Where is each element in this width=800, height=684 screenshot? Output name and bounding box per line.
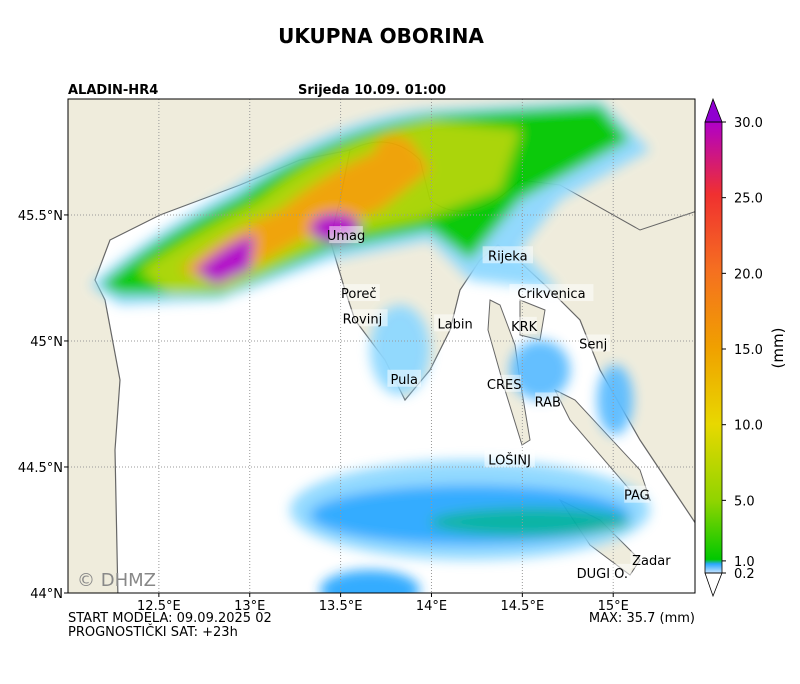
y-tick-label: 44.5°N: [18, 461, 63, 476]
place-bg: [576, 334, 611, 352]
place-bg: [434, 314, 477, 332]
colorbar-label: (mm): [769, 328, 787, 369]
place-label: CRES: [487, 378, 522, 393]
x-tick-label: 12.5°E: [137, 599, 181, 614]
place-bg: [509, 284, 594, 302]
colorbar-tick-label: 20.0: [734, 267, 763, 282]
place-bg: [487, 374, 521, 392]
y-tick-label: 45.5°N: [18, 209, 63, 224]
model: ALADIN-HR4: [68, 83, 158, 98]
place-bg: [624, 485, 650, 503]
place-bg: [337, 284, 380, 302]
place-bg: [572, 563, 632, 581]
colorbar-tick-label: 5.0: [734, 494, 755, 509]
island: [487, 299, 531, 446]
place-label: RAB: [535, 395, 561, 410]
place-label: Pula: [390, 373, 417, 388]
place-bg: [482, 246, 534, 264]
watermark: © DHMZ: [77, 570, 156, 591]
place-label: Senj: [579, 337, 607, 352]
colorbar-tick-label: 25.0: [734, 192, 763, 207]
island: [553, 388, 651, 501]
colorbar-tick-label: 10.0: [734, 419, 763, 434]
x-tick-label: 14°E: [416, 599, 447, 614]
colorbar-tick-label: 30.0: [734, 116, 763, 131]
colorbar: [705, 122, 722, 573]
max-value: MAX: 35.7 (mm): [589, 611, 695, 626]
place-bg: [484, 450, 535, 468]
title: UKUPNA OBORINA: [278, 24, 484, 48]
place-label: KRK: [511, 320, 538, 335]
place-label: Zadar: [632, 554, 671, 569]
place-label: DUGI O.: [577, 567, 628, 582]
x-tick-label: 13.5°E: [319, 599, 363, 614]
place-label: PAG: [624, 489, 650, 504]
place-label: Rovinj: [343, 312, 383, 327]
y-tick-label: 44°N: [30, 587, 63, 602]
precipitation: [90, 100, 650, 593]
colorbar-tick-label: 1.0: [734, 555, 755, 570]
valid-time: Srijeda 10.09. 01:00: [298, 83, 446, 98]
colorbar-tick-label: 15.0: [734, 343, 763, 358]
place-label: LOŠINJ: [488, 452, 531, 468]
place-label: Crikvenica: [517, 287, 585, 302]
place-bg: [329, 226, 363, 244]
x-tick-label: 15°E: [598, 599, 629, 614]
x-tick-label: 14.5°E: [501, 599, 545, 614]
place-label: Rijeka: [488, 249, 528, 264]
model-start: START MODELA: 09.09.2025 02: [68, 611, 272, 626]
place-label: Labin: [437, 317, 472, 332]
place-label: Umag: [327, 229, 365, 244]
place-bg: [511, 316, 537, 334]
place-bg: [535, 392, 561, 410]
y-tick-label: 45°N: [30, 335, 63, 350]
place-bg: [337, 309, 388, 327]
map: Umag Rijeka Poreč Rovinj Labin Crikvenica KRK S…: [68, 99, 695, 593]
place-label: Poreč: [341, 287, 377, 302]
forecast-hour: PROGNOSTIČKI SAT: +23h: [68, 624, 238, 640]
place-bg: [630, 551, 673, 569]
x-tick-label: 13°E: [234, 599, 265, 614]
place-bg: [387, 369, 422, 387]
colorbar-tick-label: 0.2: [734, 567, 755, 582]
map-frame: [67, 98, 696, 594]
